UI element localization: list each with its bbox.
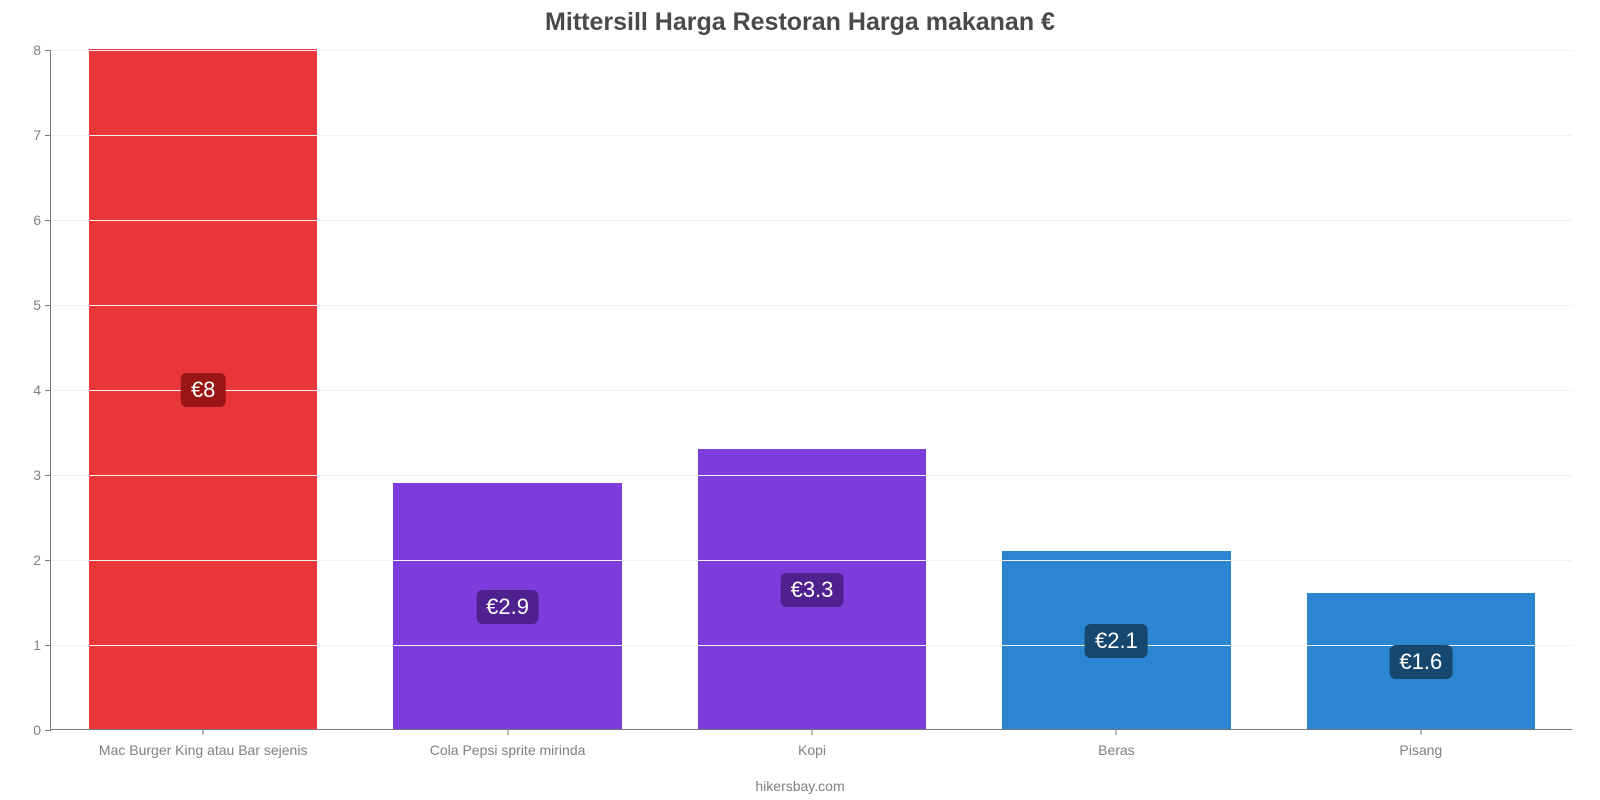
y-tick-mark	[45, 730, 51, 731]
x-tick-mark	[812, 729, 813, 735]
x-tick-mark	[203, 729, 204, 735]
y-tick-mark	[45, 475, 51, 476]
grid-line	[51, 475, 1572, 476]
grid-line	[51, 645, 1572, 646]
value-badge: €2.1	[1085, 624, 1148, 658]
y-tick-label: 2	[15, 552, 41, 568]
y-tick-label: 6	[15, 212, 41, 228]
y-tick-label: 4	[15, 382, 41, 398]
source-text: hikersbay.com	[0, 778, 1600, 794]
grid-line	[51, 50, 1572, 51]
grid-line	[51, 305, 1572, 306]
grid-line	[51, 135, 1572, 136]
grid-line	[51, 220, 1572, 221]
y-tick-label: 3	[15, 467, 41, 483]
chart-title: Mittersill Harga Restoran Harga makanan …	[0, 8, 1600, 37]
x-tick-label: Cola Pepsi sprite mirinda	[430, 742, 586, 758]
plot-area: 012345678Mac Burger King atau Bar sejeni…	[50, 50, 1572, 730]
y-tick-label: 8	[15, 42, 41, 58]
bar-chart: Mittersill Harga Restoran Harga makanan …	[0, 0, 1600, 800]
x-tick-label: Mac Burger King atau Bar sejenis	[99, 742, 308, 758]
grid-line	[51, 390, 1572, 391]
value-badge: €8	[181, 373, 225, 407]
x-tick-mark	[1116, 729, 1117, 735]
y-tick-mark	[45, 135, 51, 136]
x-tick-label: Kopi	[798, 742, 826, 758]
value-badge: €1.6	[1389, 645, 1452, 679]
x-tick-mark	[1420, 729, 1421, 735]
y-tick-label: 0	[15, 722, 41, 738]
x-tick-label: Beras	[1098, 742, 1135, 758]
y-tick-mark	[45, 220, 51, 221]
x-tick-label: Pisang	[1399, 742, 1442, 758]
y-tick-mark	[45, 645, 51, 646]
y-tick-label: 1	[15, 637, 41, 653]
value-badge: €3.3	[781, 573, 844, 607]
y-tick-label: 5	[15, 297, 41, 313]
y-tick-mark	[45, 390, 51, 391]
y-tick-mark	[45, 305, 51, 306]
grid-line	[51, 560, 1572, 561]
y-tick-mark	[45, 560, 51, 561]
y-tick-mark	[45, 50, 51, 51]
y-tick-label: 7	[15, 127, 41, 143]
value-badge: €2.9	[476, 590, 539, 624]
x-tick-mark	[507, 729, 508, 735]
